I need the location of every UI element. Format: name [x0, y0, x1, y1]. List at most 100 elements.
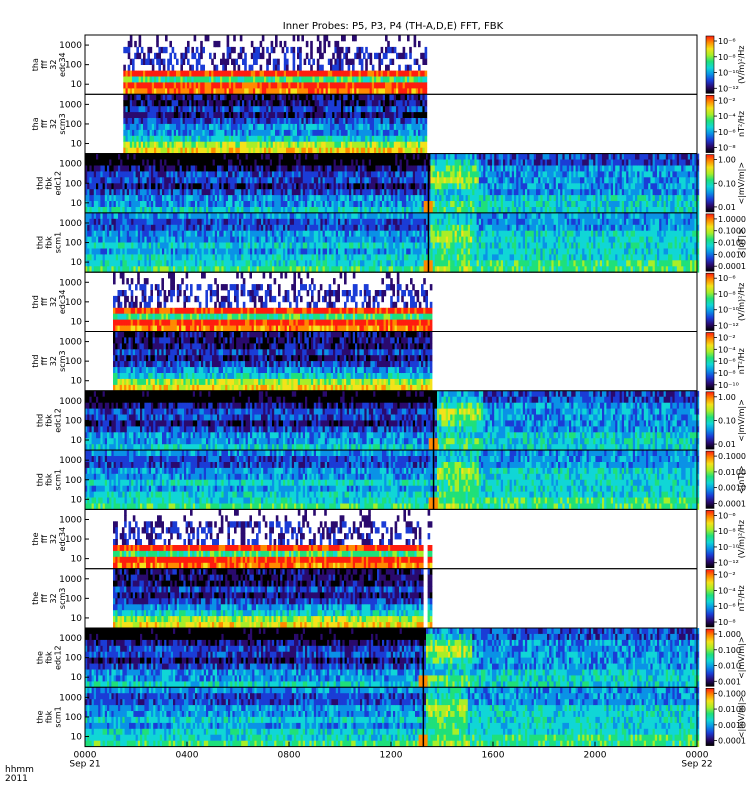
spectrogram-cell: [425, 88, 428, 94]
spectrogram-cell: [332, 53, 335, 59]
spectrogram-cell: [169, 41, 172, 47]
spectrogram-cell: [293, 53, 296, 59]
spectrogram-cell: [398, 65, 401, 71]
spectrogram-cell: [134, 41, 137, 47]
spectrogram-cell: [348, 65, 351, 71]
spectrogram-cell: [385, 35, 388, 41]
spectrogram-cell: [244, 53, 247, 59]
spectrogram-cell: [251, 65, 254, 71]
spectrogram-cell: [354, 35, 357, 41]
spectrogram-cell: [165, 47, 168, 53]
spectrogram-cell: [425, 82, 428, 88]
spectrogram-cell: [418, 41, 421, 47]
spectrogram-cell: [416, 59, 419, 65]
spectrogram-cell: [271, 41, 274, 47]
spectrogram-cell: [425, 106, 428, 112]
spectrogram-cell: [323, 47, 326, 53]
spectrogram-cell: [348, 47, 351, 53]
spectrogram-cell: [141, 47, 144, 53]
spectrogram-cell: [273, 47, 276, 53]
spectrogram-cell: [165, 35, 168, 41]
panel-ylabel-line: fff: [40, 60, 49, 69]
spectrogram-cell: [352, 65, 355, 71]
y-tick-label: 10: [71, 140, 83, 150]
spectrogram-cell: [409, 47, 412, 53]
spectrogram-cell: [198, 59, 201, 65]
spectrogram-cell: [365, 59, 368, 65]
spectrogram-cell: [130, 41, 133, 47]
spectrogram-cell: [403, 47, 406, 53]
spectrogram-cell: [169, 53, 172, 59]
spectrogram-cell: [341, 47, 344, 53]
spectrogram-cell: [282, 47, 285, 53]
spectrogram-cell: [293, 65, 296, 71]
spectrogram-cell: [174, 53, 177, 59]
colorbar-tick-label: 10⁻¹⁰: [718, 69, 739, 78]
spectrogram-cell: [299, 53, 302, 59]
spectrogram-cell: [172, 65, 175, 71]
spectrogram-cell: [187, 59, 190, 65]
spectrogram-cell: [286, 47, 289, 53]
spectrogram-cell: [176, 59, 179, 65]
spectrogram-cell: [213, 53, 216, 59]
spectrogram-cell: [136, 47, 139, 53]
spectrogram-cell: [132, 65, 135, 71]
spectrogram-cell: [158, 65, 161, 71]
spectrogram-cell: [143, 53, 146, 59]
spectrogram-cell: [425, 94, 428, 100]
figure-title: Inner Probes: P5, P3, P4 (TH-A,D,E) FFT,…: [283, 21, 504, 32]
spectrogram-cell: [321, 65, 324, 71]
spectrogram-cell: [425, 142, 428, 148]
spectrogram-cell: [275, 35, 278, 41]
spectrogram-cell: [330, 59, 333, 65]
spectrogram-cell: [200, 41, 203, 47]
spectrogram-cell: [425, 47, 428, 53]
spectrogram-cell: [202, 47, 205, 53]
spectrogram-cell: [255, 59, 258, 65]
spectrogram-cell: [345, 53, 348, 59]
spectrogram-cell: [262, 47, 265, 53]
spectrogram-cell: [425, 71, 428, 77]
spectrogram-cell: [387, 65, 390, 71]
spectrogram-cell: [152, 59, 155, 65]
spectrogram-cell: [191, 65, 194, 71]
panel-ylabel-line: tha: [31, 58, 40, 71]
spectrogram-cell: [321, 53, 324, 59]
colorbar: [706, 36, 714, 93]
spectrogram-cell: [312, 59, 315, 65]
spectrogram-cell: [266, 65, 269, 71]
spectrogram-cell: [187, 47, 190, 53]
spectrogram-cell: [240, 53, 243, 59]
spectrogram-cell: [385, 53, 388, 59]
spectrogram-cell: [169, 59, 172, 65]
spectrogram-cell: [158, 53, 161, 59]
spectrogram-cell: [293, 35, 296, 41]
spectrogram-cell: [409, 65, 412, 71]
spectrogram-cell: [398, 35, 401, 41]
spectrogram-cell: [262, 53, 265, 59]
colorbar-tick-label: 10⁻²: [718, 96, 736, 105]
panel-ylabel-line: fff: [40, 120, 49, 129]
spectrogram-cell: [191, 47, 194, 53]
spectrogram-cell: [240, 35, 243, 41]
spectrogram-cell: [156, 35, 159, 41]
spectrogram-cell: [299, 65, 302, 71]
spectrogram-cell: [297, 35, 300, 41]
panel-ylabel-line: tha: [31, 117, 40, 130]
spectrogram-cell: [123, 65, 126, 71]
spectrogram-cell: [147, 53, 150, 59]
spectrogram-cell: [242, 47, 245, 53]
spectrogram-cell: [310, 41, 313, 47]
spectrogram-cell: [326, 35, 329, 41]
colorbar-tick-label: 10⁻⁶: [718, 37, 736, 46]
spectrogram-cell: [306, 53, 309, 59]
spectrogram-cell: [425, 148, 428, 154]
spectrogram-cell: [209, 53, 212, 59]
panel-ylabel-line: 32: [49, 60, 58, 70]
spectrogram-cell: [317, 59, 320, 65]
spectrogram-cell: [227, 59, 230, 65]
spectrogram-cell: [286, 65, 289, 71]
spectrogram-cell: [405, 53, 408, 59]
spectrogram-cell: [414, 35, 417, 41]
